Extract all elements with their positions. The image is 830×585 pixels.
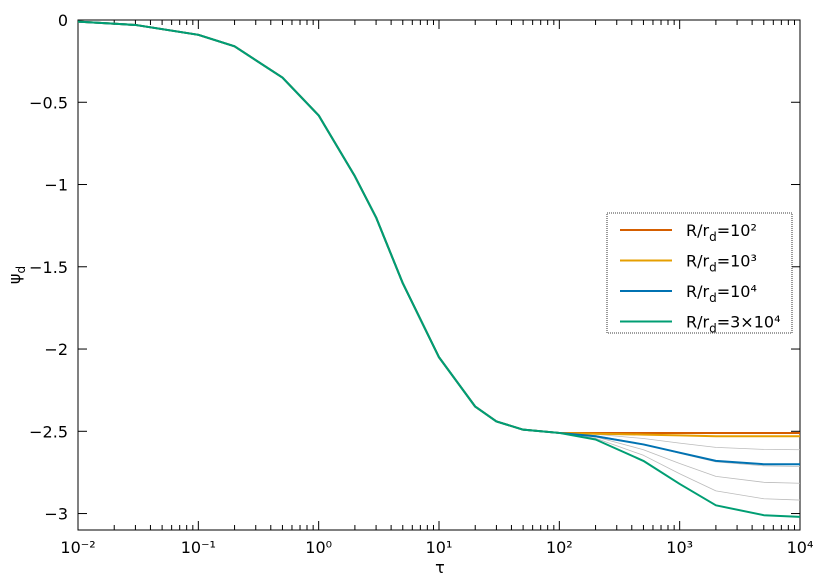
y-axis-label: ψd [5,266,28,284]
y-tick-label: −1.5 [29,258,68,277]
legend-label: R/rd=10² [686,221,757,244]
y-tick-label: 0 [58,11,68,30]
legend-label: R/rd=3×10⁴ [686,313,780,336]
y-tick-label: −2 [44,340,68,359]
y-tick-label: −3 [44,505,68,524]
x-tick-label: 10⁻² [60,538,95,557]
x-tick-label: 10⁰ [305,538,332,557]
x-tick-label: 10² [546,538,573,557]
x-tick-label: 10³ [666,538,693,557]
x-tick-label: 10¹ [426,538,453,557]
x-tick-label: 10⁴ [787,538,814,557]
legend-box [606,212,793,334]
y-tick-label: −2.5 [29,422,68,441]
line-series [77,20,801,518]
y-tick-label: −0.5 [29,93,68,112]
legend-label: R/rd=10³ [686,252,757,275]
x-axis-label: τ [435,558,445,577]
x-tick-label: 10⁻¹ [181,538,216,557]
legend-label: R/rd=10⁴ [686,282,757,305]
y-tick-label: −1 [44,176,68,195]
